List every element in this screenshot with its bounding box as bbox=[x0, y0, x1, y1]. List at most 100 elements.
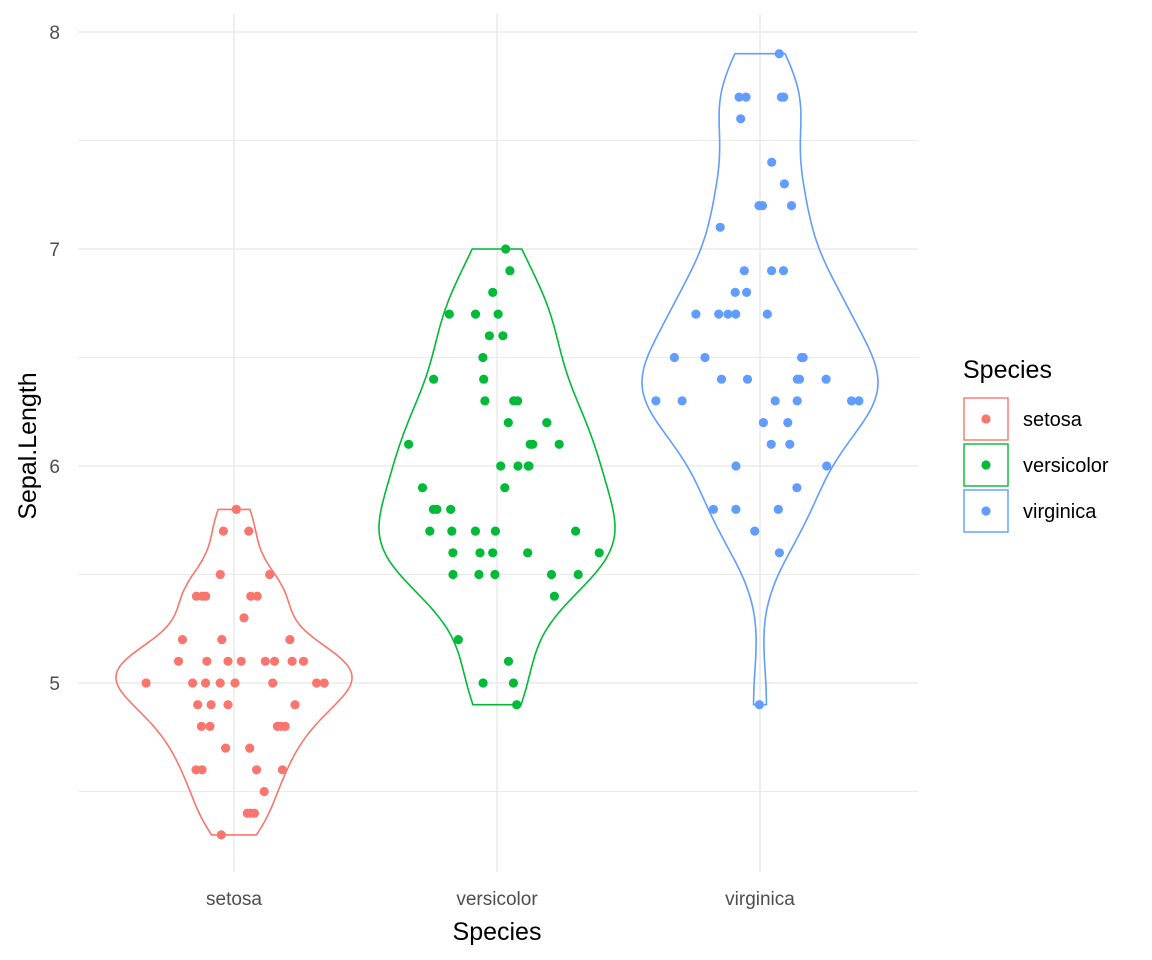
x-axis-tick-labels: setosa versicolor virginica bbox=[206, 889, 795, 910]
data-point-virginica bbox=[714, 309, 724, 319]
data-point-setosa bbox=[206, 700, 216, 710]
data-point-versicolor bbox=[447, 526, 457, 536]
data-point-versicolor bbox=[470, 309, 481, 319]
data-point-setosa bbox=[290, 700, 300, 710]
data-point-setosa bbox=[230, 678, 240, 688]
data-point-virginica bbox=[786, 201, 797, 211]
data-point-versicolor bbox=[549, 591, 560, 601]
data-point-setosa bbox=[285, 635, 295, 645]
data-point-versicolor bbox=[470, 526, 480, 536]
data-point-setosa bbox=[223, 700, 233, 710]
legend-key-dot bbox=[981, 460, 991, 470]
data-point-setosa bbox=[319, 678, 329, 688]
data-point-virginica bbox=[677, 396, 687, 406]
data-point-versicolor bbox=[425, 526, 435, 536]
violin-setosa bbox=[115, 508, 353, 836]
data-point-setosa bbox=[196, 721, 206, 732]
data-point-versicolor bbox=[475, 548, 485, 558]
data-point-setosa bbox=[280, 721, 290, 732]
data-point-virginica bbox=[762, 309, 772, 319]
legend-key-versicolor bbox=[963, 443, 1009, 487]
data-point-setosa bbox=[197, 591, 207, 601]
data-point-virginica bbox=[708, 504, 719, 514]
data-point-virginica bbox=[766, 439, 776, 449]
data-point-virginica bbox=[651, 396, 661, 406]
data-points bbox=[141, 49, 864, 840]
data-point-versicolor bbox=[429, 374, 439, 384]
data-point-versicolor bbox=[479, 374, 489, 384]
legend-label: virginica bbox=[1023, 501, 1097, 523]
data-point-virginica bbox=[691, 309, 701, 319]
data-point-setosa bbox=[269, 656, 280, 666]
data-point-virginica bbox=[716, 374, 727, 384]
data-point-setosa bbox=[287, 656, 297, 666]
data-point-setosa bbox=[244, 526, 254, 536]
data-point-virginica bbox=[774, 548, 785, 558]
data-point-versicolor bbox=[490, 569, 500, 580]
data-point-versicolor bbox=[428, 504, 438, 514]
data-point-virginica bbox=[767, 157, 777, 167]
data-point-virginica bbox=[669, 352, 680, 363]
data-point-setosa bbox=[221, 743, 231, 753]
data-point-setosa bbox=[205, 721, 215, 732]
data-point-setosa bbox=[265, 569, 275, 580]
data-point-virginica bbox=[783, 418, 793, 428]
data-point-setosa bbox=[141, 678, 151, 688]
data-point-virginica bbox=[734, 92, 744, 102]
legend: Species setosa versicolor virginica bbox=[963, 356, 1109, 533]
data-point-setosa bbox=[239, 613, 249, 623]
legend-key-setosa bbox=[963, 397, 1009, 441]
x-tick-label: versicolor bbox=[456, 889, 538, 910]
data-point-setosa bbox=[191, 765, 201, 775]
data-point-virginica bbox=[785, 439, 795, 449]
data-point-versicolor bbox=[513, 461, 523, 471]
data-point-versicolor bbox=[554, 439, 564, 449]
data-point-virginica bbox=[792, 396, 802, 406]
data-point-virginica bbox=[776, 92, 787, 102]
legend-key-dot bbox=[981, 414, 991, 424]
data-point-versicolor bbox=[508, 678, 518, 688]
data-point-versicolor bbox=[573, 569, 583, 580]
data-point-versicolor bbox=[546, 569, 557, 580]
data-point-virginica bbox=[731, 309, 741, 319]
legend-label: versicolor bbox=[1023, 455, 1109, 477]
data-point-versicolor bbox=[448, 569, 458, 580]
data-point-versicolor bbox=[503, 418, 513, 428]
y-axis-title: Sepal.Length bbox=[14, 372, 42, 519]
data-point-virginica bbox=[754, 700, 765, 710]
data-point-virginica bbox=[797, 352, 807, 363]
data-point-setosa bbox=[177, 635, 188, 645]
legend-key-box bbox=[963, 397, 1009, 441]
data-point-setosa bbox=[218, 526, 228, 536]
data-point-versicolor bbox=[448, 548, 458, 558]
data-point-virginica bbox=[754, 201, 764, 211]
data-point-virginica bbox=[767, 266, 777, 276]
legend-label: setosa bbox=[1023, 409, 1083, 431]
y-tick-label: 7 bbox=[49, 240, 60, 261]
data-point-virginica bbox=[773, 504, 783, 514]
data-point-virginica bbox=[792, 483, 802, 493]
legend-title: Species bbox=[963, 356, 1052, 384]
data-point-setosa bbox=[236, 656, 246, 666]
data-point-virginica bbox=[779, 179, 790, 189]
data-point-virginica bbox=[730, 287, 740, 297]
data-point-setosa bbox=[202, 656, 212, 666]
data-point-versicolor bbox=[500, 483, 510, 493]
data-point-setosa bbox=[249, 808, 259, 818]
data-point-versicolor bbox=[444, 309, 454, 319]
data-point-versicolor bbox=[496, 461, 506, 471]
data-point-setosa bbox=[298, 656, 309, 666]
data-point-versicolor bbox=[493, 309, 503, 319]
y-tick-label: 8 bbox=[49, 23, 60, 44]
data-point-versicolor bbox=[478, 352, 488, 363]
legend-key-virginica bbox=[963, 489, 1009, 533]
data-point-versicolor bbox=[488, 287, 498, 297]
data-point-versicolor bbox=[571, 526, 581, 536]
data-point-setosa bbox=[201, 678, 211, 688]
data-point-setosa bbox=[260, 656, 270, 666]
x-tick-label: virginica bbox=[725, 889, 795, 910]
data-point-setosa bbox=[259, 786, 269, 797]
data-point-virginica bbox=[742, 287, 752, 297]
y-tick-label: 6 bbox=[49, 457, 60, 478]
data-point-versicolor bbox=[490, 526, 500, 536]
